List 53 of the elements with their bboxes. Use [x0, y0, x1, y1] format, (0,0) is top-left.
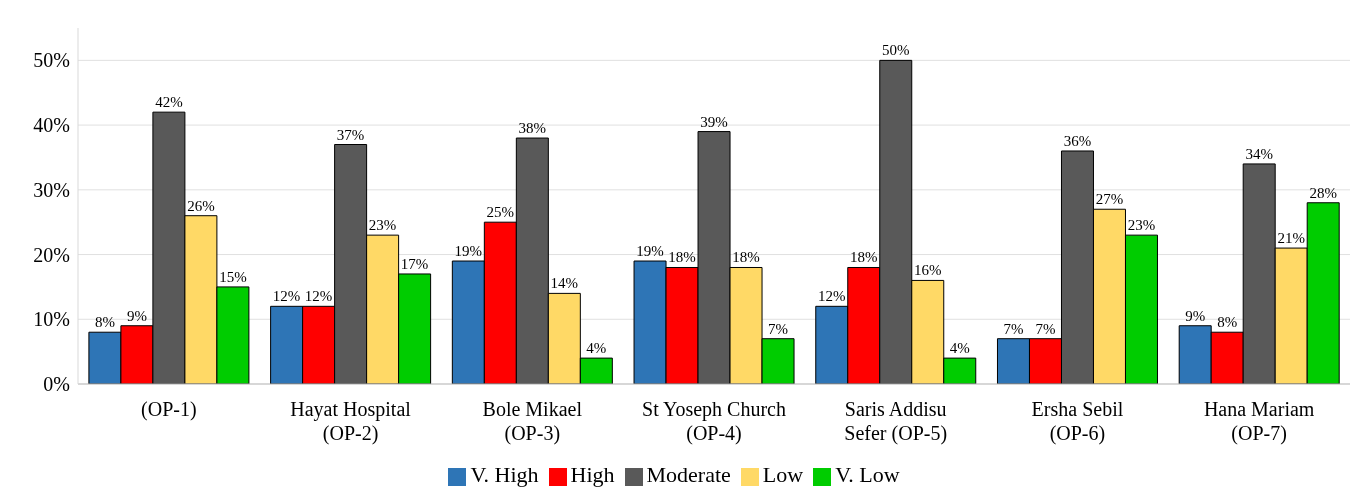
data-label: 14% [550, 275, 579, 292]
data-label: 50% [882, 42, 910, 59]
y-tick-label: 20% [33, 243, 70, 266]
legend-label: V. High [470, 462, 539, 487]
data-label: 26% [187, 197, 215, 214]
data-label: 15% [219, 268, 247, 285]
x-tick-label: St Yoseph Church (OP-4) [642, 398, 786, 445]
data-label: 39% [700, 113, 728, 130]
data-label: 4% [586, 340, 607, 357]
y-tick-label: 40% [33, 114, 70, 137]
y-tick-label: 10% [33, 308, 70, 331]
data-label: 12% [304, 288, 333, 305]
y-tick-label: 50% [33, 49, 70, 72]
data-label: 37% [336, 126, 365, 143]
data-label: 7% [768, 320, 789, 337]
data-label: 9% [1185, 307, 1206, 324]
data-label: 36% [1063, 132, 1092, 149]
data-label: 18% [668, 249, 696, 266]
data-label: 19% [454, 243, 483, 260]
y-tick-label: 30% [33, 178, 70, 201]
data-label: 38% [518, 120, 547, 137]
legend-label: Moderate [646, 462, 731, 487]
data-label: 18% [732, 249, 760, 266]
data-label: 23% [368, 217, 397, 234]
y-tick-label: 0% [43, 373, 70, 396]
data-label: 17% [400, 255, 429, 272]
data-label: 27% [1095, 191, 1124, 208]
data-label: 4% [949, 340, 970, 357]
data-label: 19% [636, 243, 664, 260]
data-label: 23% [1127, 217, 1156, 234]
legend-label: High [570, 462, 615, 487]
data-label: 42% [155, 94, 183, 111]
data-label: 8% [94, 314, 115, 331]
data-label: 7% [1003, 320, 1024, 337]
legend-label: Low [762, 462, 804, 487]
data-label: 18% [850, 249, 878, 266]
data-label: 12% [272, 288, 301, 305]
x-tick-label: Hayat Hospital (OP-2) [290, 398, 412, 445]
x-tick-label: Bole Mikael (OP-3) [482, 398, 583, 445]
data-label: 21% [1277, 230, 1305, 247]
data-label: 16% [914, 262, 942, 279]
legend-label: V. Low [835, 462, 900, 487]
data-label: 25% [486, 204, 515, 221]
data-label: 34% [1245, 145, 1273, 162]
x-tick-label: Ersha Sebil (OP-6) [1031, 398, 1124, 445]
data-label: 12% [818, 288, 846, 305]
data-label: 7% [1035, 320, 1056, 337]
data-label: 8% [1217, 314, 1238, 331]
x-tick-label: Saris Addisu Sefer (OP-5) [844, 398, 948, 445]
data-label: 28% [1309, 184, 1337, 201]
data-label: 9% [126, 307, 147, 324]
x-tick-label: Hana Mariam (OP-7) [1203, 398, 1315, 445]
x-tick-label: (OP-1) [141, 398, 197, 421]
